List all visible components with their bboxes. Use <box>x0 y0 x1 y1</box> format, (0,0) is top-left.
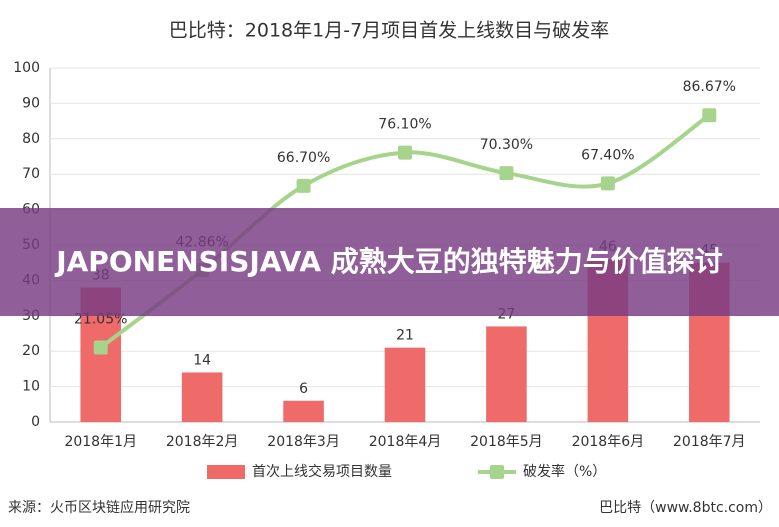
line-label: 67.40% <box>581 147 634 163</box>
line-marker <box>702 108 717 123</box>
bar <box>486 326 527 422</box>
footer-credit: 巴比特（www.8btc.com） <box>599 500 772 516</box>
x-tick-label: 2018年7月 <box>673 434 746 450</box>
line-label: 66.70% <box>277 150 330 166</box>
bar <box>181 372 223 422</box>
x-tick-label: 2018年4月 <box>369 434 442 450</box>
x-tick-label: 2018年1月 <box>64 434 137 450</box>
chart-title: 巴比特：2018年1月-7月项目首发上线数目与破发率 <box>169 20 609 42</box>
bar-label: 14 <box>193 352 211 368</box>
overlay-title: JAPONENSISJAVA 成熟大豆的独特魅力与价值探讨 <box>56 245 723 278</box>
y-tick-label: 90 <box>22 95 40 111</box>
x-tick-label: 2018年5月 <box>470 434 543 450</box>
x-tick-label: 2018年3月 <box>267 434 340 450</box>
bar-label: 21 <box>396 328 414 344</box>
line-marker <box>600 176 615 191</box>
line-label: 86.67% <box>683 79 736 95</box>
y-tick-label: 20 <box>22 343 40 359</box>
legend-label: 首次上线交易项目数量 <box>252 463 392 480</box>
line-label: 70.30% <box>480 137 533 153</box>
line-label: 76.10% <box>378 117 431 133</box>
overlay-banner: JAPONENSISJAVA 成熟大豆的独特魅力与价值探讨 <box>0 208 779 316</box>
bar-label: 6 <box>299 381 308 397</box>
footer-source: 来源：火币区块链应用研究院 <box>8 499 190 516</box>
legend-swatch <box>207 465 245 479</box>
y-tick-label: 100 <box>13 60 40 76</box>
bar <box>384 347 426 422</box>
line-marker <box>398 145 412 160</box>
y-tick-label: 10 <box>22 379 40 395</box>
y-tick-label: 70 <box>22 166 40 182</box>
line-marker <box>499 166 514 181</box>
x-tick-label: 2018年6月 <box>572 434 645 450</box>
bar <box>283 400 324 422</box>
y-tick-label: 80 <box>22 131 40 147</box>
line-marker <box>296 178 311 193</box>
legend-swatch <box>490 465 504 479</box>
x-tick-label: 2018年2月 <box>166 434 239 450</box>
y-tick-label: 0 <box>31 414 40 430</box>
line-marker <box>93 340 108 355</box>
legend-label: 破发率（%） <box>523 463 606 480</box>
